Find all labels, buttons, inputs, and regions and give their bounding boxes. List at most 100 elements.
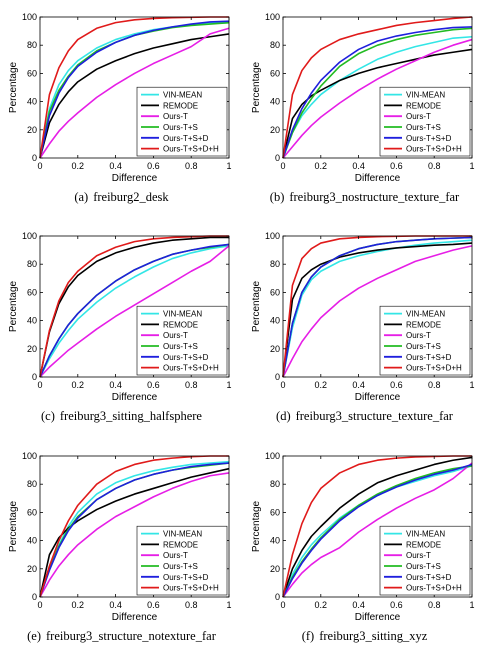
- y-tick-label: 20: [270, 344, 280, 354]
- x-tick-label: 0.4: [352, 380, 365, 390]
- series-line: [282, 456, 473, 598]
- legend-label: Ours-T+S: [163, 562, 198, 571]
- series-line: [282, 27, 473, 159]
- x-tick-label: 0: [280, 161, 285, 171]
- legend-label: Ours-T+S: [406, 342, 441, 351]
- series-line: [282, 245, 473, 378]
- line-chart: 0 0.2 0.4 0.6 0.8 1 0 20 40 60 80 100 Difference Perc…: [251, 12, 475, 184]
- series-line: [39, 245, 230, 378]
- legend-label: REMODE: [406, 101, 441, 110]
- caption-label: (c): [41, 409, 55, 423]
- y-tick-label: 80: [270, 259, 280, 269]
- plot-frame: [282, 235, 473, 378]
- chart-panel: 0 0.2 0.4 0.6 0.8 1 0 20 40 60 80 100 Difference Perc…: [243, 219, 486, 438]
- subfigure-caption: (f) freiburg3_sitting_xyz: [243, 629, 486, 644]
- legend-label: Ours-T+S+D+H: [163, 584, 219, 593]
- x-tick-label: 0.4: [109, 380, 122, 390]
- caption-text: freiburg3_sitting_xyz: [319, 629, 428, 643]
- series-line: [39, 20, 230, 159]
- legend-label: Ours-T+S+D: [406, 134, 452, 143]
- y-tick-label: 100: [22, 451, 37, 461]
- legend-label: Ours-T: [406, 331, 431, 340]
- subfigure-caption: (d) freiburg3_structure_texture_far: [243, 409, 486, 424]
- y-tick-label: 80: [270, 479, 280, 489]
- caption-text: freiburg3_nostructure_texture_far: [289, 190, 460, 204]
- chart-panel: 0 0.2 0.4 0.6 0.8 1 0 20 40 60 80 100 Difference Perc…: [243, 0, 486, 219]
- x-tick-label: 0: [280, 600, 285, 610]
- legend-box: [379, 525, 471, 596]
- x-tick-label: 0.8: [185, 380, 198, 390]
- legend-box: [379, 86, 471, 157]
- y-tick-label: 100: [265, 451, 280, 461]
- series-line: [39, 467, 230, 598]
- y-axis-label: Percentage: [251, 61, 262, 113]
- caption-text: freiburg3_structure_texture_far: [295, 409, 453, 423]
- subfigure-caption: (e) freiburg3_structure_notexture_far: [0, 629, 243, 644]
- series-line: [282, 465, 473, 598]
- legend-label: REMODE: [163, 320, 198, 329]
- y-tick-label: 100: [265, 12, 280, 22]
- y-tick-label: 0: [32, 372, 37, 382]
- x-tick-label: 0.2: [315, 161, 328, 171]
- x-tick-label: 0: [37, 380, 42, 390]
- x-tick-label: 0.4: [352, 161, 365, 171]
- x-tick-label: 0: [37, 600, 42, 610]
- caption-text: freiburg3_structure_notexture_far: [46, 629, 216, 643]
- legend-label: REMODE: [406, 540, 441, 549]
- legend-label: REMODE: [406, 320, 441, 329]
- legend-box: [136, 305, 228, 376]
- x-axis-label: Difference: [355, 612, 401, 623]
- x-tick-label: 0.6: [147, 161, 160, 171]
- y-axis-label: Percentage: [8, 61, 19, 113]
- plot-frame: [39, 235, 230, 378]
- legend-label: Ours-T+S+D: [163, 353, 209, 362]
- y-tick-label: 40: [270, 97, 280, 107]
- y-tick-label: 20: [27, 125, 37, 135]
- legend-label: Ours-T+S: [163, 342, 198, 351]
- y-tick-label: 20: [270, 564, 280, 574]
- x-tick-label: 0.6: [147, 600, 160, 610]
- legend-label: REMODE: [163, 101, 198, 110]
- caption-text: freiburg3_sitting_halfsphere: [59, 409, 202, 423]
- legend-label: VIN-MEAN: [163, 530, 202, 539]
- x-tick-label: 1: [469, 161, 474, 171]
- y-tick-label: 40: [27, 536, 37, 546]
- legend-label: VIN-MEAN: [406, 310, 445, 319]
- y-tick-label: 80: [27, 479, 37, 489]
- series-lines: [39, 16, 230, 159]
- series-lines: [39, 455, 230, 598]
- series-line: [282, 239, 473, 378]
- y-tick-label: 0: [32, 153, 37, 163]
- line-chart: 0 0.2 0.4 0.6 0.8 1 0 20 40 60 80 100 Difference Perc…: [8, 451, 232, 623]
- plot-frame: [282, 16, 473, 159]
- y-tick-label: 0: [275, 592, 280, 602]
- y-tick-label: 80: [270, 40, 280, 50]
- legend-box: [136, 525, 228, 596]
- series-line: [282, 38, 473, 159]
- y-axis-label: Percentage: [8, 280, 19, 332]
- chart-panel: 0 0.2 0.4 0.6 0.8 1 0 20 40 60 80 100 Difference Perc…: [243, 439, 486, 658]
- chart-panel: 0 0.2 0.4 0.6 0.8 1 0 20 40 60 80 100 Difference Perc…: [0, 439, 243, 658]
- series-lines: [39, 235, 230, 378]
- y-axis-label: Percentage: [251, 280, 262, 332]
- legend-box: [136, 86, 228, 157]
- legend-label: Ours-T: [163, 112, 188, 121]
- x-tick-label: 1: [469, 600, 474, 610]
- y-tick-label: 60: [27, 68, 37, 78]
- chart-panel: 0 0.2 0.4 0.6 0.8 1 0 20 40 60 80 100 Difference Perc…: [0, 0, 243, 219]
- y-tick-label: 0: [32, 592, 37, 602]
- y-tick-label: 80: [27, 40, 37, 50]
- legend-label: Ours-T: [163, 551, 188, 560]
- line-chart: 0 0.2 0.4 0.6 0.8 1 0 20 40 60 80 100 Difference Perc…: [251, 451, 475, 623]
- legend-label: REMODE: [163, 540, 198, 549]
- caption-label: (f): [301, 629, 315, 643]
- x-tick-label: 0.4: [109, 600, 122, 610]
- x-axis-label: Difference: [112, 392, 158, 403]
- line-chart: 0 0.2 0.4 0.6 0.8 1 0 20 40 60 80 100 Difference Perc…: [8, 12, 232, 184]
- x-tick-label: 0.6: [147, 380, 160, 390]
